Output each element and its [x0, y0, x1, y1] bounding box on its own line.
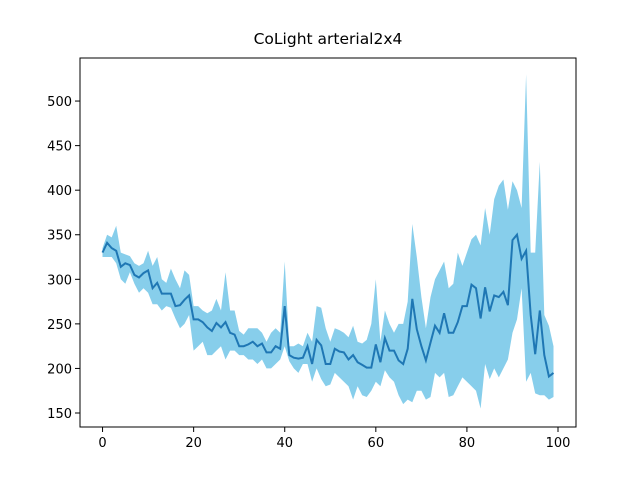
x-tick-label: 60 [368, 436, 385, 451]
x-tick-label: 40 [276, 436, 293, 451]
x-tick-label: 20 [185, 436, 202, 451]
y-tick-label: 350 [47, 229, 72, 244]
y-tick-label: 450 [47, 140, 72, 155]
x-tick-label: 80 [459, 436, 476, 451]
y-tick-label: 500 [47, 95, 72, 110]
x-tick-label: 100 [546, 436, 571, 451]
y-tick-label: 400 [47, 184, 72, 199]
y-tick-label: 200 [47, 362, 72, 377]
y-tick-label: 250 [47, 318, 72, 333]
line [101, 232, 555, 379]
y-tick-label: 150 [47, 407, 72, 422]
axes-frame [79, 57, 577, 428]
chart-title: CoLight arterial2x4 [254, 30, 403, 48]
y-tick-label: 300 [47, 273, 72, 288]
x-tick-label: 0 [98, 436, 106, 451]
band [102, 74, 554, 409]
